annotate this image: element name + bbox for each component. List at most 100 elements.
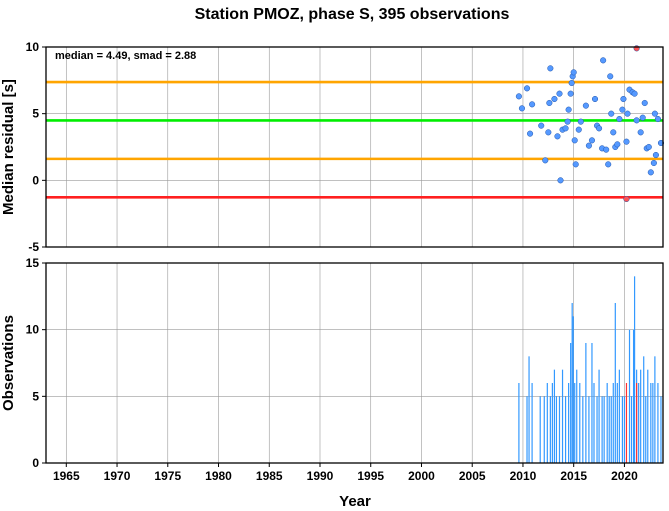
chart-title: Station PMOZ, phase S, 395 observations [195,6,510,23]
data-point [567,90,574,97]
data-point [562,125,569,132]
bottom-y-tick-label: 15 [26,256,40,270]
data-point [633,117,640,124]
data-point [575,126,582,133]
data-point [547,65,554,72]
data-point [518,105,525,112]
top-y-tick-label: -5 [28,240,39,254]
data-point [650,159,657,167]
bar [628,329,631,463]
bar [625,383,628,463]
bar [606,383,608,463]
bar [576,369,578,463]
bar [546,383,548,463]
bar [614,303,616,463]
data-point [546,99,553,107]
top-panel-points [515,45,665,203]
bar [572,316,574,463]
bar [612,383,614,463]
bar [568,383,570,463]
top-panel-frame [45,46,664,248]
data-point [515,93,522,100]
data-point [652,151,659,159]
data-point [614,141,621,148]
top-y-tick-label: 5 [32,107,39,121]
bar [632,329,635,463]
bar [558,396,561,463]
bar [647,369,649,463]
data-point [641,99,648,107]
data-point [577,118,584,125]
bar [654,356,656,463]
bar [657,383,659,463]
data-point [571,137,578,144]
data-point [647,169,654,176]
bottom-y-tick-label: 5 [32,389,39,403]
data-point [551,95,558,103]
data-point [596,125,603,132]
bar [621,396,624,463]
data-point [603,146,610,153]
x-tick-label: 2020 [611,469,638,483]
bar [630,396,633,463]
bar [601,396,603,463]
bar [574,383,576,463]
bar [585,343,587,463]
bar [539,396,541,463]
bar [596,396,598,463]
x-tick-label: 1970 [104,469,131,483]
x-axis-label: Year [339,493,371,510]
bottom-panel-y-axis-label: Observations [0,315,17,411]
data-point [639,114,646,121]
x-tick-label: 2000 [408,469,435,483]
data-point [624,110,631,117]
top-y-tick-label: 10 [26,40,40,54]
bar [618,369,620,463]
data-point [608,110,615,117]
bar [608,396,610,463]
bar [591,343,593,463]
bar [660,396,662,463]
bar [638,383,640,463]
data-point [582,102,589,109]
data-point [619,106,626,113]
x-tick-label: 1965 [53,469,80,483]
bottom-y-tick-label: 10 [26,323,40,337]
data-point [556,90,563,97]
bottom-panel-bars [518,276,662,463]
x-tick-label: 1985 [256,469,283,483]
bottom-panel-y-ticks: 0 5 10 15 [26,256,46,470]
data-point [568,79,575,87]
bottom-panel-x-ticks: 1965 1970 1975 1980 1985 1990 1995 2000 2005 2010… [53,463,638,483]
bar [633,276,636,463]
data-point [623,195,630,203]
top-panel-reference-lines [46,80,663,199]
bar [650,383,652,463]
bar [531,383,533,463]
data-point [645,143,652,151]
data-point [557,177,564,184]
bar [652,383,654,463]
bar [551,383,553,463]
bar [526,396,528,463]
data-point [538,122,545,129]
bar [555,396,558,463]
bar [640,369,642,463]
bar [610,396,612,463]
data-point [570,69,577,76]
bar [636,383,638,463]
data-point [542,157,549,164]
data-point [529,101,536,108]
data-point [591,95,599,103]
bar [593,383,595,463]
bar [518,383,520,463]
data-point [585,142,592,149]
x-tick-label: 2010 [510,469,537,483]
bar [571,303,573,463]
bar [598,369,600,463]
data-point [605,161,612,168]
data-point [610,129,617,136]
data-point [616,115,623,123]
data-point [631,90,638,97]
